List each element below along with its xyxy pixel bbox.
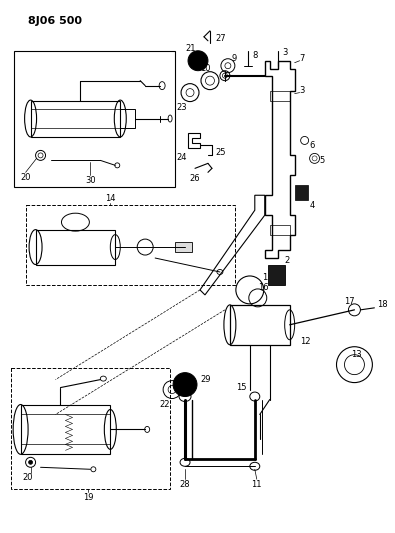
Text: 7: 7 — [300, 54, 305, 63]
Text: 1: 1 — [262, 273, 267, 282]
Polygon shape — [175, 242, 192, 252]
Circle shape — [188, 51, 208, 71]
Circle shape — [28, 461, 32, 464]
Text: 19: 19 — [83, 492, 94, 502]
Text: 23: 23 — [177, 103, 187, 112]
Text: 24: 24 — [177, 153, 187, 162]
Text: 5: 5 — [320, 156, 325, 165]
Text: 12: 12 — [300, 337, 310, 346]
Text: 30: 30 — [85, 176, 96, 185]
Text: 21: 21 — [186, 44, 196, 53]
Text: 27: 27 — [215, 34, 226, 43]
Text: 4: 4 — [310, 201, 315, 209]
Polygon shape — [295, 185, 308, 200]
Text: 20: 20 — [23, 473, 33, 482]
Text: 16: 16 — [258, 284, 269, 293]
Text: 17: 17 — [344, 297, 355, 306]
Text: 18: 18 — [377, 301, 388, 309]
Text: 3: 3 — [300, 86, 305, 95]
Text: 10: 10 — [200, 64, 210, 73]
Text: 2: 2 — [285, 255, 290, 264]
Text: 3: 3 — [283, 49, 288, 57]
Text: 13: 13 — [351, 350, 362, 359]
Text: 14: 14 — [105, 193, 116, 203]
Text: 29: 29 — [200, 375, 211, 384]
Polygon shape — [268, 265, 285, 285]
Text: 15: 15 — [237, 383, 247, 392]
Text: 8: 8 — [253, 51, 258, 60]
Circle shape — [173, 373, 197, 397]
Text: 11: 11 — [252, 480, 262, 489]
Text: 25: 25 — [215, 148, 226, 157]
Text: 20: 20 — [21, 173, 31, 182]
Text: 9: 9 — [232, 54, 237, 63]
Text: 6: 6 — [310, 141, 315, 150]
Text: 28: 28 — [180, 480, 190, 489]
Text: 26: 26 — [190, 174, 200, 183]
Text: 8J06 500: 8J06 500 — [28, 16, 82, 26]
Text: 22: 22 — [160, 400, 170, 409]
